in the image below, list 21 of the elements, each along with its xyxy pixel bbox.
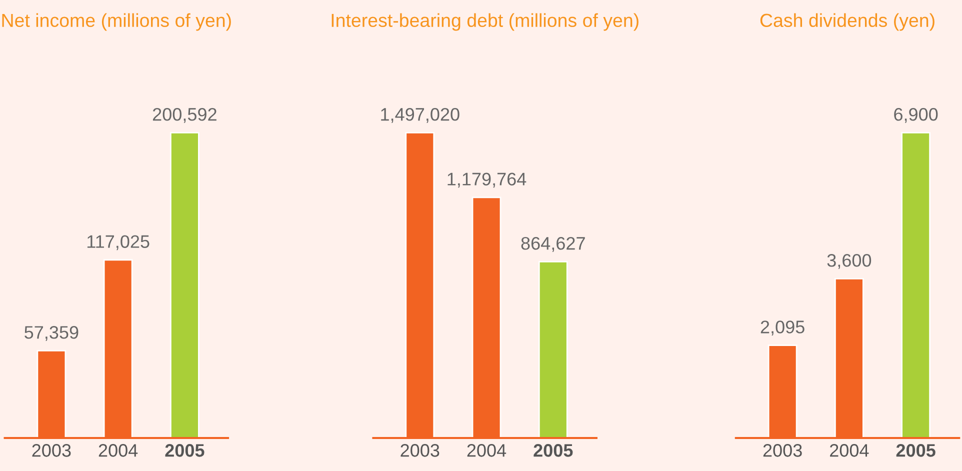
x-tick-label: 2005 xyxy=(165,444,204,457)
data-label: 6,900 xyxy=(894,108,938,123)
x-tick-label: 2005 xyxy=(534,444,573,457)
x-tick-label: 2004 xyxy=(467,444,506,457)
chart-title: Interest-bearing debt (millions of yen) xyxy=(332,13,638,31)
data-label: 57,359 xyxy=(24,326,78,341)
chart-title: Net income (millions of yen) xyxy=(2,13,231,31)
data-label: 2,095 xyxy=(760,320,804,336)
x-tick-label: 2003 xyxy=(400,444,440,457)
data-label: 200,592 xyxy=(152,108,216,123)
data-label: 864,627 xyxy=(521,236,585,252)
x-tick-label: 2003 xyxy=(763,444,802,457)
x-tick-label: 2005 xyxy=(896,444,936,457)
data-label: 1,497,020 xyxy=(381,108,460,123)
data-label: 1,179,764 xyxy=(448,172,526,188)
x-tick-label: 2003 xyxy=(32,444,71,457)
chart-title: Cash dividends (yen) xyxy=(760,13,934,31)
x-tick-label: 2004 xyxy=(98,444,138,457)
data-label: 117,025 xyxy=(87,235,150,250)
x-tick-label: 2004 xyxy=(830,444,869,457)
data-label: 3,600 xyxy=(827,254,872,269)
